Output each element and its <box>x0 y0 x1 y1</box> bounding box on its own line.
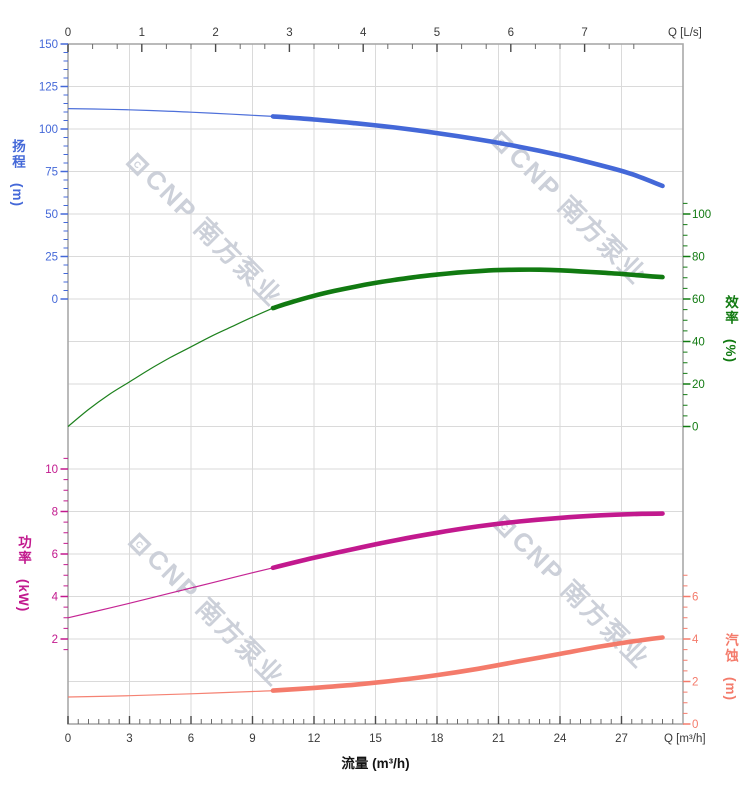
bottom-axis-tick-label: 27 <box>615 733 628 745</box>
power-axis-tick-label: 8 <box>52 507 58 519</box>
npsh-axis-title: 汽蚀 (m) <box>720 633 740 701</box>
npsh-axis-name: 汽蚀 <box>723 633 738 664</box>
head-axis-unit: (m) <box>10 183 25 207</box>
top-axis-tick-label: 1 <box>139 27 145 39</box>
cnp-diamond-logo-icon <box>125 152 150 177</box>
npsh-axis-tick-label: 4 <box>692 634 699 646</box>
flow-axis-title: 流量 (m³/h) <box>341 756 410 771</box>
head-axis-tick-label: 125 <box>39 82 58 94</box>
head-axis-tick-label: 25 <box>45 252 58 264</box>
bottom-axis-tick-label: 18 <box>431 733 444 745</box>
watermark-text: CNP 南方泵业 <box>139 163 289 313</box>
power-axis-name: 功率 <box>16 535 31 566</box>
power-curve <box>270 511 665 571</box>
power-axis-tick-label: 6 <box>52 549 58 561</box>
head-axis-title: 扬程 (m) <box>7 139 27 207</box>
npsh-curve-lead <box>67 690 274 698</box>
head-axis-tick-label: 100 <box>39 124 58 136</box>
npsh-axis-unit: (m) <box>723 677 738 701</box>
head-curve <box>270 114 665 189</box>
cnp-diamond-logo-icon <box>127 532 152 557</box>
npsh-curve <box>270 635 665 693</box>
bottom-axis-tick-label: 12 <box>308 733 321 745</box>
power-axis-tick-label: 10 <box>45 464 58 476</box>
head-axis-name: 扬程 <box>10 139 25 170</box>
eff-axis-tick-label: 20 <box>692 379 705 391</box>
bottom-axis-tick-label: 9 <box>249 733 255 745</box>
top-axis-unit-label: Q [L/s] <box>668 27 702 39</box>
eff-axis-title: 效率 (%) <box>720 295 740 363</box>
head-axis-tick-label: 75 <box>45 167 58 179</box>
power-axis-tick-label: 2 <box>52 634 58 646</box>
eff-axis-tick-label: 80 <box>692 252 705 264</box>
top-axis-tick-label: 4 <box>360 27 367 39</box>
power-axis-unit: (kW) <box>16 579 31 613</box>
top-axis-tick-label: 6 <box>508 27 514 39</box>
bottom-axis-tick-label: 21 <box>492 733 505 745</box>
top-axis-tick-label: 0 <box>65 27 71 39</box>
top-axis-tick-label: 5 <box>434 27 440 39</box>
top-axis-tick-label: 2 <box>212 27 218 39</box>
head-curve-lead <box>67 108 274 117</box>
bottom-axis-tick-label: 15 <box>369 733 382 745</box>
npsh-axis-tick-label: 0 <box>692 719 698 731</box>
bottom-axis-tick-label: 0 <box>65 733 71 745</box>
eff-axis-tick-label: 60 <box>692 294 705 306</box>
top-axis-tick-label: 3 <box>286 27 292 39</box>
power-axis-tick-label: 4 <box>52 592 59 604</box>
head-axis-tick-label: 50 <box>45 209 58 221</box>
watermark-text: CNP 南方泵业 <box>141 543 291 693</box>
eff-axis-name: 效率 <box>723 295 738 326</box>
eff-curve <box>270 267 665 311</box>
eff-curve-lead <box>67 307 274 427</box>
power-axis-title: 功率 (kW) <box>13 535 33 612</box>
head-axis-tick-label: 150 <box>39 39 58 51</box>
eff-axis-unit: (%) <box>723 339 738 363</box>
bottom-axis-unit-label: Q [m³/h] <box>664 733 706 745</box>
top-axis-tick-label: 7 <box>581 27 587 39</box>
power-curve-lead <box>67 567 274 619</box>
bottom-axis-tick-label: 3 <box>126 733 132 745</box>
bottom-axis-tick-label: 6 <box>188 733 194 745</box>
head-axis-tick-label: 0 <box>52 294 58 306</box>
eff-axis-tick-label: 40 <box>692 337 705 349</box>
cnp-diamond-logo-icon <box>489 130 514 155</box>
eff-axis-tick-label: 0 <box>692 422 698 434</box>
eff-axis-tick-label: 100 <box>692 209 711 221</box>
bottom-axis-tick-label: 24 <box>554 733 567 745</box>
npsh-axis-tick-label: 6 <box>692 592 698 604</box>
npsh-axis-tick-label: 2 <box>692 677 698 689</box>
